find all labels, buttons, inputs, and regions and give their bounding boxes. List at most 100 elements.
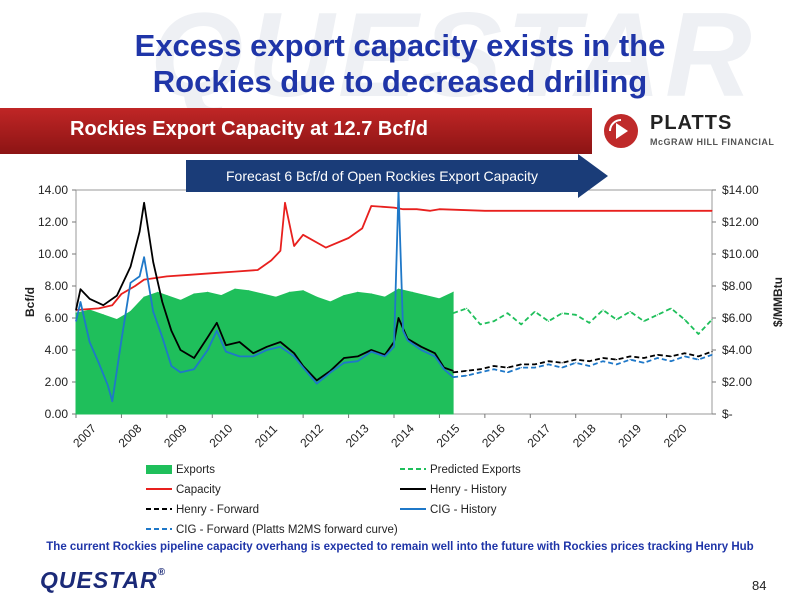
y-right-tick-label: $8.00 — [722, 279, 752, 293]
page-number: 84 — [752, 578, 767, 593]
series-henry-forward-point — [643, 357, 645, 359]
series-predicted-exports-point — [656, 314, 659, 316]
x-tick-label: 2008 — [116, 421, 145, 450]
series-exports-point — [438, 298, 440, 300]
series-predicted-exports-point — [684, 319, 686, 321]
y-right-axis-title: $/MMBtu — [771, 277, 785, 327]
series-cig-history-point — [343, 362, 345, 364]
platts-subtitle: McGRAW HILL FINANCIAL — [650, 137, 775, 147]
series-exports-point — [370, 293, 372, 295]
legend-label: CIG - Forward (Platts M2MS forward curve… — [176, 524, 398, 536]
series-exports-point — [166, 295, 168, 297]
y-left-tick-label: 12.00 — [38, 215, 68, 229]
y-left-tick-label: 4.00 — [45, 343, 69, 357]
series-capacity-point — [279, 250, 281, 252]
series-cig-history-point — [107, 384, 109, 386]
series-cig-forward-platts-m2ms-forward-curve-point — [656, 357, 659, 359]
series-cig-forward-platts-m2ms-forward-curve-point — [711, 354, 713, 356]
series-henry-history-point — [179, 349, 182, 351]
series-capacity-point — [429, 210, 431, 212]
series-henry-history-point — [152, 261, 154, 263]
series-exports-point — [302, 290, 304, 292]
series-cig-history-point — [393, 346, 395, 348]
series-exports-point — [288, 291, 291, 293]
series-henry-history-point — [102, 304, 104, 306]
questar-logo-text: QUESTAR — [40, 567, 158, 593]
series-capacity-point — [302, 234, 304, 236]
series-exports-point — [193, 293, 195, 295]
series-henry-forward-point — [547, 360, 550, 362]
series-henry-forward-point — [507, 367, 509, 369]
series-cig-history-point — [216, 330, 218, 332]
series-exports-point — [411, 291, 413, 293]
y-right-tick-label: $6.00 — [722, 311, 752, 325]
x-tick-label: 2007 — [70, 421, 99, 450]
series-exports-point — [357, 291, 359, 293]
x-tick-label: 2012 — [297, 421, 326, 450]
slide-title: Excess export capacity exists in the Roc… — [0, 28, 800, 100]
series-henry-history-point — [343, 357, 345, 359]
series-predicted-exports-point — [479, 323, 481, 325]
series-predicted-exports-line — [452, 307, 713, 335]
series-cig-history-point — [79, 301, 82, 303]
series-cig-history-point — [420, 349, 422, 351]
section-banner: Rockies Export Capacity at 12.7 Bcf/d PL… — [0, 108, 800, 154]
y-left-tick-label: 10.00 — [38, 247, 68, 261]
series-cig-history-point — [238, 355, 241, 357]
series-cig-forward-platts-m2ms-forward-curve-point — [684, 355, 686, 357]
series-henry-history-point — [170, 330, 172, 332]
series-cig-history-point — [152, 311, 154, 313]
x-tick-label: 2015 — [434, 421, 463, 450]
series-cig-forward-platts-m2ms-forward-curve-point — [602, 360, 604, 362]
series-exports-point — [179, 299, 182, 301]
legend-label: Henry - Forward — [176, 504, 259, 516]
series-cig-history-point — [161, 336, 163, 338]
series-predicted-exports-point — [507, 312, 509, 314]
series-henry-forward-point — [466, 370, 468, 372]
series-cig-history-point — [302, 367, 304, 369]
series-predicted-exports-point — [520, 323, 522, 325]
y-right-tick-label: $2.00 — [722, 375, 752, 389]
series-capacity-point — [120, 293, 122, 295]
legend-label: Capacity — [176, 484, 221, 496]
series-exports-point — [116, 319, 118, 321]
series-capacity-point — [529, 210, 531, 212]
series-cig-history-point — [193, 368, 195, 370]
series-henry-history-point — [370, 349, 372, 351]
series-cig-history-point — [329, 371, 331, 373]
series-cig-history-point — [129, 282, 132, 284]
series-capacity-point — [211, 272, 213, 274]
slide-title-line2: Rockies due to decreased drilling — [152, 64, 648, 99]
series-exports-point — [220, 295, 222, 297]
legend-label: CIG - History — [430, 504, 497, 516]
series-cig-history-point — [207, 349, 209, 351]
series-cig-history-point — [225, 351, 227, 353]
series-exports-point — [452, 291, 454, 293]
series-capacity-point — [361, 227, 363, 229]
series-exports-point — [143, 296, 145, 298]
series-exports-point — [248, 290, 250, 292]
y-left-tick-label: 8.00 — [45, 279, 69, 293]
y-right-tick-label: $14.00 — [722, 183, 759, 197]
series-henry-history-point — [139, 231, 141, 233]
series-exports-point — [157, 291, 159, 293]
series-cig-forward-platts-m2ms-forward-curve-point — [670, 360, 672, 362]
series-cig-forward-platts-m2ms-forward-curve-point — [466, 375, 468, 377]
x-tick-label: 2019 — [615, 421, 644, 450]
x-tick-label: 2009 — [161, 421, 190, 450]
series-cig-history-point — [266, 349, 268, 351]
series-cig-forward-platts-m2ms-forward-curve-point — [561, 367, 563, 369]
series-cig-forward-platts-m2ms-forward-curve-point — [697, 359, 700, 361]
series-cig-history-point — [402, 330, 404, 332]
series-henry-forward-point — [561, 362, 563, 364]
series-capacity-point — [189, 274, 191, 276]
series-predicted-exports-point — [466, 307, 468, 309]
series-capacity-point — [270, 259, 272, 261]
series-henry-forward-point — [493, 365, 495, 367]
series-exports-point — [425, 295, 427, 297]
series-exports-point — [384, 296, 386, 298]
series-predicted-exports-point — [575, 314, 577, 316]
series-cig-history-point — [252, 355, 254, 357]
series-cig-history-point — [111, 400, 113, 402]
series-cig-history-point — [407, 339, 409, 341]
